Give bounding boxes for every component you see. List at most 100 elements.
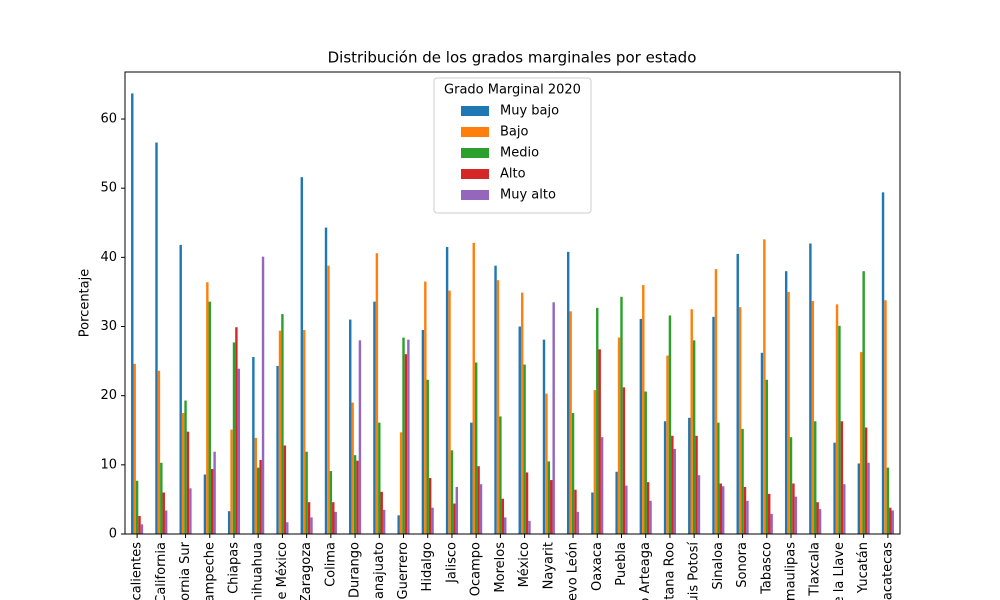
bar <box>307 502 311 534</box>
bar <box>470 422 473 534</box>
bar <box>598 349 601 534</box>
bar <box>591 492 594 534</box>
bar <box>327 265 330 534</box>
x-tick-label: Sonora <box>735 542 750 588</box>
bar <box>886 467 890 534</box>
bar <box>525 472 529 534</box>
bar <box>504 517 507 534</box>
x-tick-label: Puebla <box>614 542 629 586</box>
bar <box>639 318 643 534</box>
bar <box>499 416 502 534</box>
bar <box>816 502 819 534</box>
bar <box>179 244 182 535</box>
bar <box>380 491 383 534</box>
bar <box>300 177 304 535</box>
x-tick-label: Baja California Sur <box>178 541 193 600</box>
bar <box>210 468 214 534</box>
bar <box>133 363 136 534</box>
bar <box>528 520 531 534</box>
bar <box>714 269 718 534</box>
bar <box>235 327 238 534</box>
x-tick-label: Coahuila de Zaragoza <box>299 542 314 600</box>
x-tick-label: Ciudad de México <box>275 542 290 600</box>
bar <box>663 421 667 534</box>
bar <box>157 370 161 534</box>
x-tick-label: Oaxaca <box>590 542 605 591</box>
bar <box>184 400 187 534</box>
bar <box>550 480 553 534</box>
bar <box>695 435 698 534</box>
bar <box>382 509 386 534</box>
x-tick-label: Yucatán <box>856 542 871 594</box>
bar <box>404 354 408 534</box>
bar <box>213 451 216 534</box>
legend-title: Grado Marginal 2020 <box>444 83 581 98</box>
bar <box>768 493 771 534</box>
bar <box>547 461 551 534</box>
bar <box>349 319 352 534</box>
bar <box>760 352 764 534</box>
bar <box>545 393 548 534</box>
bar <box>474 362 478 534</box>
bar <box>181 412 185 534</box>
bar <box>334 511 337 534</box>
x-tick-label: San Luis Potosí <box>687 542 702 600</box>
bar <box>891 510 894 534</box>
bar <box>329 471 333 534</box>
bar <box>286 522 289 534</box>
bar <box>186 431 190 534</box>
bar <box>160 462 163 534</box>
bar <box>324 227 328 534</box>
x-tick-label: Tabasco <box>759 542 774 595</box>
bar <box>721 486 725 534</box>
bar <box>237 368 241 534</box>
bar <box>428 477 432 534</box>
bar <box>453 503 456 534</box>
bar <box>162 492 165 534</box>
bar <box>252 356 255 534</box>
bar <box>230 429 233 534</box>
bar <box>864 427 868 534</box>
bar <box>399 432 403 534</box>
bar <box>353 455 357 534</box>
plot-frame <box>124 71 901 535</box>
x-tick-label: Morelos <box>493 542 508 593</box>
bar <box>692 340 696 534</box>
legend-label: Alto <box>500 167 526 182</box>
y-tick-label: 0 <box>109 527 117 542</box>
x-tick-label: Hidalgo <box>420 542 435 591</box>
bar <box>811 300 815 534</box>
bar <box>884 300 887 534</box>
legend-swatch <box>461 148 489 158</box>
bar <box>862 271 865 534</box>
bar <box>520 292 524 534</box>
bar <box>445 246 449 534</box>
bar <box>450 450 454 534</box>
bar <box>283 445 287 534</box>
bar <box>620 296 623 534</box>
bar <box>140 524 144 534</box>
bar <box>227 511 231 534</box>
legend-swatch <box>461 190 489 200</box>
bar <box>358 340 362 534</box>
bar <box>642 285 645 534</box>
bar <box>646 482 650 534</box>
bar <box>673 448 676 534</box>
bar <box>203 474 207 534</box>
bar <box>155 142 158 534</box>
x-tick-label: Guerrero <box>396 542 411 600</box>
legend-swatch <box>461 127 489 137</box>
x-tick-label: Tamaulipas <box>784 542 799 600</box>
x-tick-label: Tlaxcala <box>808 542 823 597</box>
bar <box>552 302 555 534</box>
y-tick-label: 10 <box>100 457 117 472</box>
bar <box>424 281 427 534</box>
bar <box>860 352 863 534</box>
bar <box>571 412 575 534</box>
bar <box>818 509 822 534</box>
bar <box>867 462 870 534</box>
bar <box>736 253 739 534</box>
bar <box>254 437 257 534</box>
x-tick-label: Chiapas <box>226 542 241 594</box>
